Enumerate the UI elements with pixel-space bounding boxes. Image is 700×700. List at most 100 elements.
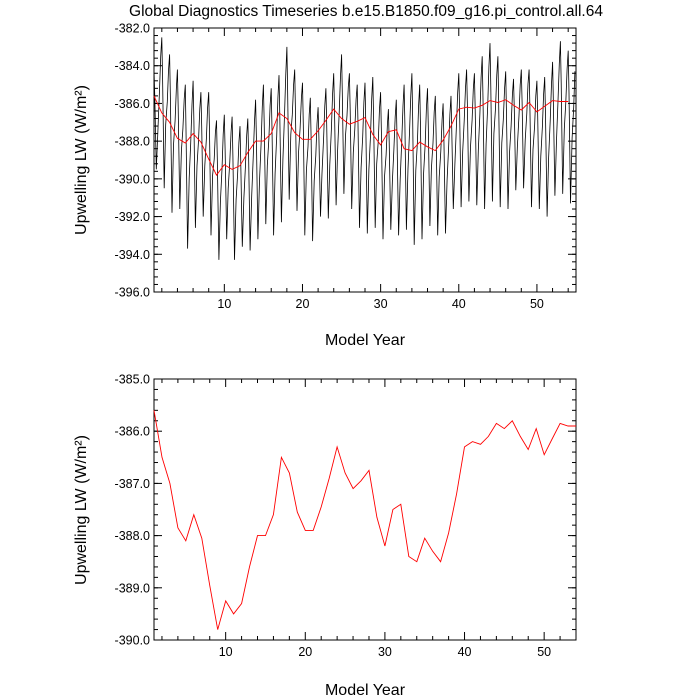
annual-point (312, 529, 315, 532)
top-monthly-series-line (153, 37, 576, 260)
x-tick-label: 40 (458, 645, 472, 659)
annual-point (407, 555, 410, 558)
y-tick-label: -389.0 (115, 581, 150, 595)
bottom-plot-frame (153, 378, 577, 641)
annual-point (264, 534, 267, 537)
annual-point (328, 477, 331, 480)
annual-point (344, 471, 347, 474)
y-tick-label: -382.0 (115, 22, 150, 36)
annual-point (304, 529, 307, 532)
annual-point (199, 141, 202, 144)
x-tick-label: 30 (374, 297, 388, 311)
annual-point (487, 435, 490, 438)
annual-point (504, 98, 507, 101)
annual-point (232, 612, 235, 615)
annual-point (415, 560, 418, 563)
y-tick-label: -388.0 (115, 529, 150, 543)
annual-point (288, 471, 291, 474)
x-tick-label: 30 (378, 645, 392, 659)
annual-point (410, 149, 413, 152)
annual-point (168, 121, 171, 124)
annual-point (442, 139, 445, 142)
annual-point (224, 599, 227, 602)
annual-point (192, 132, 195, 135)
annual-point (332, 108, 335, 111)
annual-point (481, 104, 484, 107)
annual-point (153, 409, 156, 412)
annual-point (223, 163, 226, 166)
annual-point (403, 147, 406, 150)
annual-point (559, 100, 562, 103)
annual-point (426, 145, 429, 148)
annual-point (434, 149, 437, 152)
annual-point (528, 101, 531, 104)
annual-point (216, 628, 219, 631)
annual-point (215, 174, 218, 177)
y-tick-label: -386.0 (115, 425, 150, 439)
annual-point (375, 516, 378, 519)
top-y-tick-labels: -382.0 -384.0 -386.0 -388.0 -390.0 -392.0 -394… (115, 22, 150, 300)
annual-point (238, 164, 241, 167)
annual-point (383, 545, 386, 548)
annual-point (301, 138, 304, 141)
x-tick-label: 20 (298, 645, 312, 659)
annual-point (324, 119, 327, 122)
annual-point (379, 143, 382, 146)
annual-point (457, 108, 460, 111)
annual-point (449, 125, 452, 128)
annual-point (431, 550, 434, 553)
annual-point (270, 132, 273, 135)
annual-point (168, 482, 171, 485)
annual-point (543, 105, 546, 108)
annual-point (371, 133, 374, 136)
annual-point (395, 128, 398, 131)
annual-point (520, 109, 523, 112)
annual-point (356, 120, 359, 123)
bottom-annual-points (153, 409, 578, 631)
annual-point (340, 117, 343, 120)
y-tick-label: -388.0 (115, 135, 150, 149)
annual-point (391, 508, 394, 511)
annual-point (309, 138, 312, 141)
top-annual-series-line (153, 95, 569, 176)
annual-point (320, 505, 323, 508)
annual-point (254, 140, 257, 143)
annual-point (551, 99, 554, 102)
annual-point (364, 116, 367, 119)
y-tick-label: -396.0 (115, 286, 150, 300)
top-panel: -382.0 -384.0 -386.0 -388.0 -390.0 -392.0 -394… (73, 22, 577, 349)
bottom-annual-series-line (153, 410, 576, 630)
annual-point (208, 584, 211, 587)
bottom-y-axis-label: Upwelling LW (W/m²) (73, 435, 90, 585)
x-tick-label: 40 (452, 297, 466, 311)
annual-point (207, 158, 210, 161)
annual-point (489, 99, 492, 102)
annual-point (543, 453, 546, 456)
y-tick-label: -386.0 (115, 97, 150, 111)
annual-point (519, 435, 522, 438)
y-tick-label: -390.0 (115, 634, 150, 648)
annual-point (473, 107, 476, 110)
annual-point (280, 456, 283, 459)
bottom-x-tick-labels: 10 20 30 40 50 (219, 645, 551, 659)
annual-point (262, 140, 265, 143)
annual-point (399, 503, 402, 506)
annual-point (153, 94, 156, 97)
annual-point (567, 424, 570, 427)
bottom-x-axis-label: Model Year (325, 682, 406, 699)
annual-point (176, 137, 179, 140)
annual-point (535, 110, 538, 113)
annual-point (293, 131, 296, 134)
bottom-tick-marks (154, 378, 577, 641)
annual-point (387, 130, 390, 133)
annual-point (423, 537, 426, 540)
y-tick-label: -385.0 (115, 373, 150, 387)
annual-point (447, 531, 450, 534)
annual-point (511, 419, 514, 422)
annual-point (160, 111, 163, 114)
annual-point (465, 106, 468, 109)
annual-point (418, 141, 421, 144)
annual-point (184, 142, 187, 145)
annual-point (567, 100, 570, 103)
